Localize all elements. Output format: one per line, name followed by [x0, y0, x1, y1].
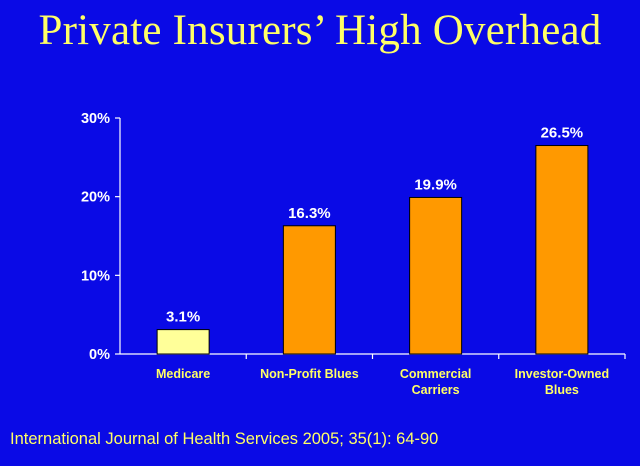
x-category-label-line: Carriers	[412, 383, 460, 397]
x-category-label-line: Investor-Owned	[515, 367, 609, 381]
bar-value-label: 26.5%	[541, 125, 584, 142]
bar	[156, 329, 210, 355]
bar	[535, 145, 589, 355]
y-tick-label: 20%	[81, 190, 110, 206]
x-category-label-line: Commercial	[400, 367, 472, 381]
y-tick-label: 30%	[81, 111, 110, 127]
x-category-label-line: Blues	[545, 383, 579, 397]
x-category-label: Medicare	[156, 367, 210, 381]
bar-value-label: 16.3%	[288, 205, 331, 222]
source-citation: International Journal of Health Services…	[10, 430, 439, 448]
bar-value-label: 3.1%	[166, 309, 200, 326]
x-category-label: Commercial Carriers	[400, 367, 472, 397]
x-category-label-line: Medicare	[156, 367, 210, 381]
x-category-label: Non-Profit Blues	[260, 367, 359, 381]
x-category-label: Investor-Owned Blues	[515, 367, 609, 397]
slide-title: Private Insurers’ High Overhead	[38, 7, 602, 54]
bar-value-label: 19.9%	[414, 176, 457, 193]
bar	[282, 225, 336, 355]
y-tick-label: 10%	[81, 268, 110, 284]
bar	[409, 196, 463, 355]
y-tick-label: 0%	[89, 347, 110, 363]
x-category-label-line: Non-Profit Blues	[260, 367, 359, 381]
